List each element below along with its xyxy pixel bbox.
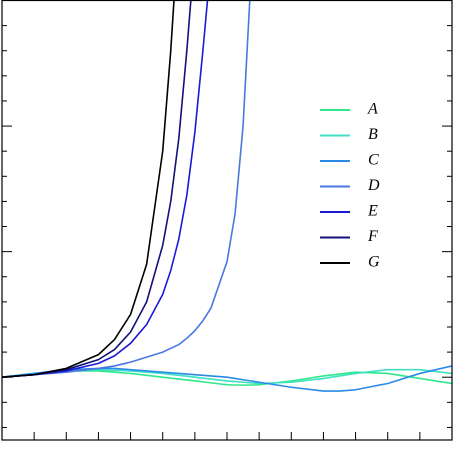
series-line	[2, 365, 452, 392]
series-line	[2, 0, 251, 379]
plot-area	[2, 0, 452, 392]
series-line	[2, 0, 192, 379]
series-line	[2, 0, 209, 379]
legend-label: F	[367, 228, 378, 245]
series-line	[2, 368, 452, 385]
legend-label: B	[368, 126, 378, 143]
legend-label: G	[368, 254, 380, 271]
legend-label: D	[367, 177, 380, 194]
series-line	[2, 0, 175, 379]
legend-label: C	[368, 152, 379, 169]
legend-label: E	[367, 203, 378, 220]
series-line	[2, 370, 452, 386]
legend-label: A	[367, 101, 378, 118]
